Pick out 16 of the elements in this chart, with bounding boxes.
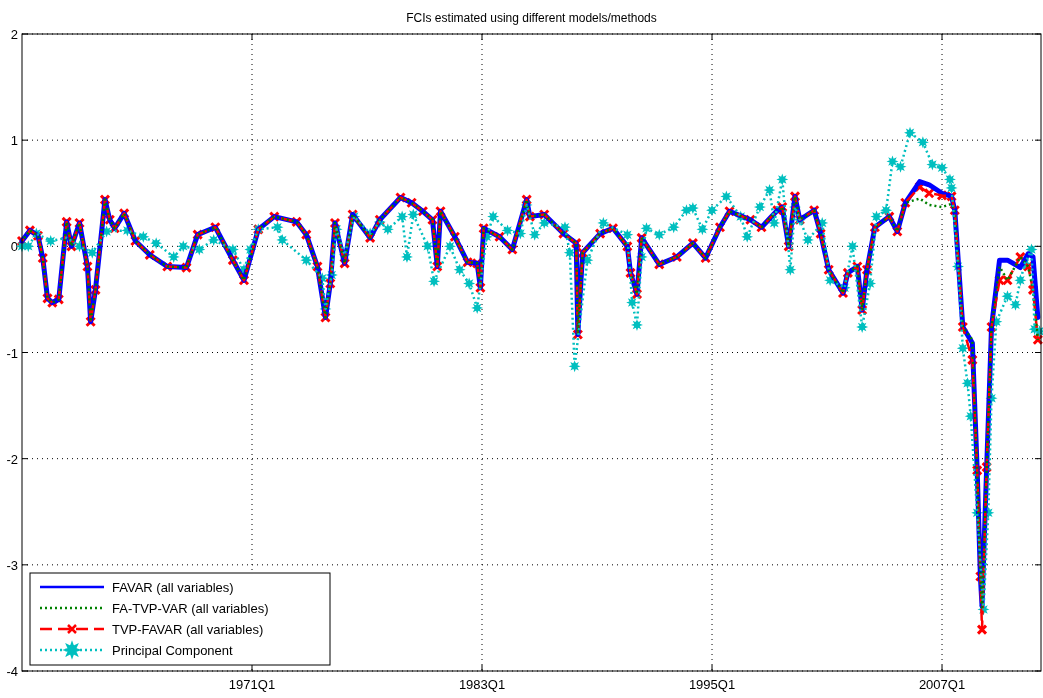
- x-tick-label: 1995Q1: [688, 677, 736, 692]
- legend-label: Principal Component: [112, 643, 234, 658]
- y-tick-label: 1: [10, 133, 18, 149]
- y-tick-label: -3: [6, 557, 18, 573]
- x-tick-label: 1971Q1: [228, 677, 276, 692]
- legend-label: FAVAR (all variables): [112, 580, 234, 595]
- x-tick-label: 1983Q1: [458, 677, 506, 692]
- y-tick-label: -1: [6, 345, 18, 361]
- y-tick-label: -2: [6, 451, 18, 467]
- legend-label: FA-TVP-VAR (all variables): [112, 601, 269, 616]
- x-tick-label: 2007Q1: [918, 677, 966, 692]
- y-tick-label: 2: [10, 27, 18, 42]
- chart-title: FCIs estimated using different models/methods: [406, 11, 657, 25]
- y-tick-label: 0: [10, 239, 18, 255]
- legend-label: TVP-FAVAR (all variables): [112, 622, 264, 637]
- y-tick-label: -4: [6, 664, 18, 679]
